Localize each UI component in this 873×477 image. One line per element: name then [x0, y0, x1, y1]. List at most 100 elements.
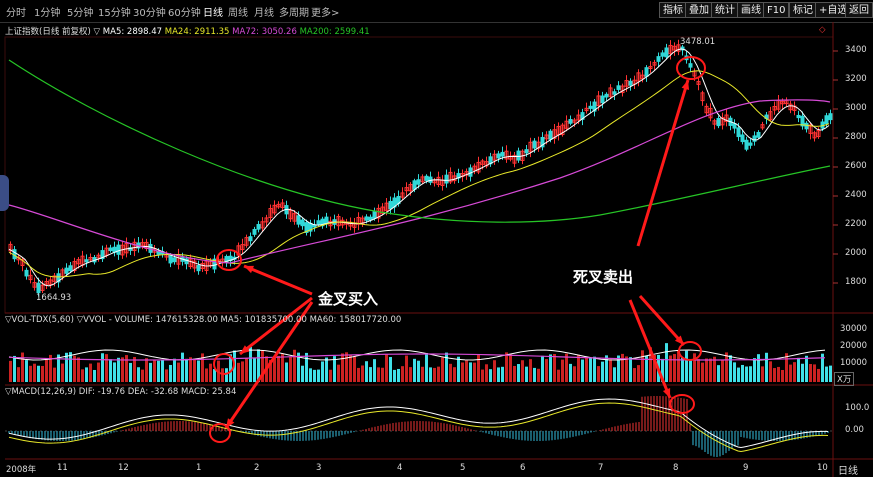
candlestick: [796, 114, 801, 119]
volume-bar: [685, 350, 688, 382]
period-toolbar: 分时 1分钟 5分钟 15分钟 30分钟 60分钟 日线 周线 月线 多周期 更…: [0, 0, 873, 23]
tab-15min[interactable]: 15分钟: [98, 8, 131, 19]
volume-bar: [193, 359, 196, 382]
volume-bar: [177, 362, 180, 382]
volume-bar: [213, 369, 216, 382]
volume-bar: [273, 355, 276, 382]
candlestick: [712, 120, 717, 125]
volume-bar: [613, 367, 616, 382]
volume-bar: [421, 366, 424, 382]
price-tick: 2400: [845, 190, 867, 200]
volume-bar: [185, 358, 188, 382]
candlestick: [768, 111, 773, 121]
pointer-arrowhead: [244, 265, 254, 274]
volume-bar: [153, 359, 156, 382]
candlestick: [64, 267, 69, 274]
volume-bar: [93, 369, 96, 382]
side-panel-tab[interactable]: [0, 175, 9, 211]
tab-multi-period[interactable]: 多周期: [279, 8, 309, 19]
candlestick: [540, 136, 545, 148]
candlestick: [660, 52, 665, 57]
volume-bar: [141, 369, 144, 382]
date-label: 5: [460, 463, 466, 473]
volume-bar: [517, 364, 520, 382]
diamond-icon[interactable]: ◇: [819, 25, 826, 35]
volume-bar: [189, 357, 192, 382]
tab-5min[interactable]: 5分钟: [67, 8, 94, 19]
volume-bar: [117, 357, 120, 382]
pointer-arrowhead: [240, 345, 250, 354]
candlestick: [800, 115, 805, 127]
candlestick: [256, 224, 261, 230]
volume-bar: [405, 355, 408, 382]
candlestick: [804, 122, 809, 130]
volume-bar: [501, 366, 504, 382]
volume-bar: [373, 359, 376, 382]
candlestick: [372, 211, 377, 219]
volume-bar: [45, 358, 48, 382]
volume-bar: [605, 355, 608, 382]
volume-bar: [561, 359, 564, 382]
volume-bar: [129, 362, 132, 382]
tab-1min[interactable]: 1分钟: [34, 8, 61, 19]
volume-bar: [617, 355, 620, 382]
volume-bar: [73, 355, 76, 382]
tab-60min[interactable]: 60分钟: [168, 8, 201, 19]
volume-bar: [337, 364, 340, 382]
volume-bar: [749, 366, 752, 382]
volume-bar: [557, 369, 560, 382]
volume-bar: [673, 354, 676, 382]
tab-30min[interactable]: 30分钟: [133, 8, 166, 19]
candlestick: [196, 265, 201, 272]
candlestick: [744, 139, 749, 150]
candlestick: [716, 118, 721, 127]
volume-bar: [225, 368, 228, 382]
candlestick: [476, 161, 481, 173]
volume-bar: [497, 367, 500, 382]
volume-bar: [737, 367, 740, 382]
volume-bar: [797, 357, 800, 382]
volume-bar: [581, 359, 584, 382]
date-label: 4: [397, 463, 403, 473]
candlestick: [528, 141, 533, 153]
volume-bar: [105, 354, 108, 382]
volume-bar: [597, 366, 600, 382]
candlestick: [652, 62, 657, 66]
f10-button[interactable]: F10: [763, 2, 790, 18]
volume-bar: [713, 356, 716, 382]
candlestick: [404, 187, 409, 192]
ma24-label: MA24: 2911.35: [164, 27, 230, 37]
tab-monthly[interactable]: 月线: [254, 8, 274, 19]
volume-bar: [757, 354, 760, 382]
date-label: 10: [817, 463, 828, 473]
volume-bar: [365, 361, 368, 382]
tab-weekly[interactable]: 周线: [228, 8, 248, 19]
volume-bar: [385, 354, 388, 382]
volume-bar: [289, 357, 292, 382]
candlestick: [740, 134, 745, 143]
volume-bar: [493, 360, 496, 382]
volume-bar: [321, 361, 324, 382]
pointer-arrowhead: [226, 418, 235, 428]
candlestick: [292, 213, 297, 222]
candlestick: [780, 100, 785, 105]
price-tick: 2000: [845, 248, 867, 258]
volume-bar: [133, 357, 136, 382]
tab-more[interactable]: 更多>: [311, 8, 340, 19]
volume-bar: [377, 367, 380, 382]
volume-bar: [145, 358, 148, 382]
volume-bar: [157, 360, 160, 382]
candlestick: [172, 257, 177, 263]
volume-bar: [609, 359, 612, 382]
tab-daily[interactable]: 日线: [203, 8, 223, 19]
candlestick: [420, 176, 425, 183]
candlestick: [564, 120, 569, 129]
add-watchlist-button[interactable]: +自选: [815, 2, 852, 18]
tab-fenshi[interactable]: 分时: [6, 8, 26, 19]
candlestick: [188, 258, 193, 268]
candlestick: [696, 81, 701, 85]
volume-bar: [441, 357, 444, 382]
ma72-line: [8, 99, 831, 264]
candlestick: [648, 65, 653, 70]
